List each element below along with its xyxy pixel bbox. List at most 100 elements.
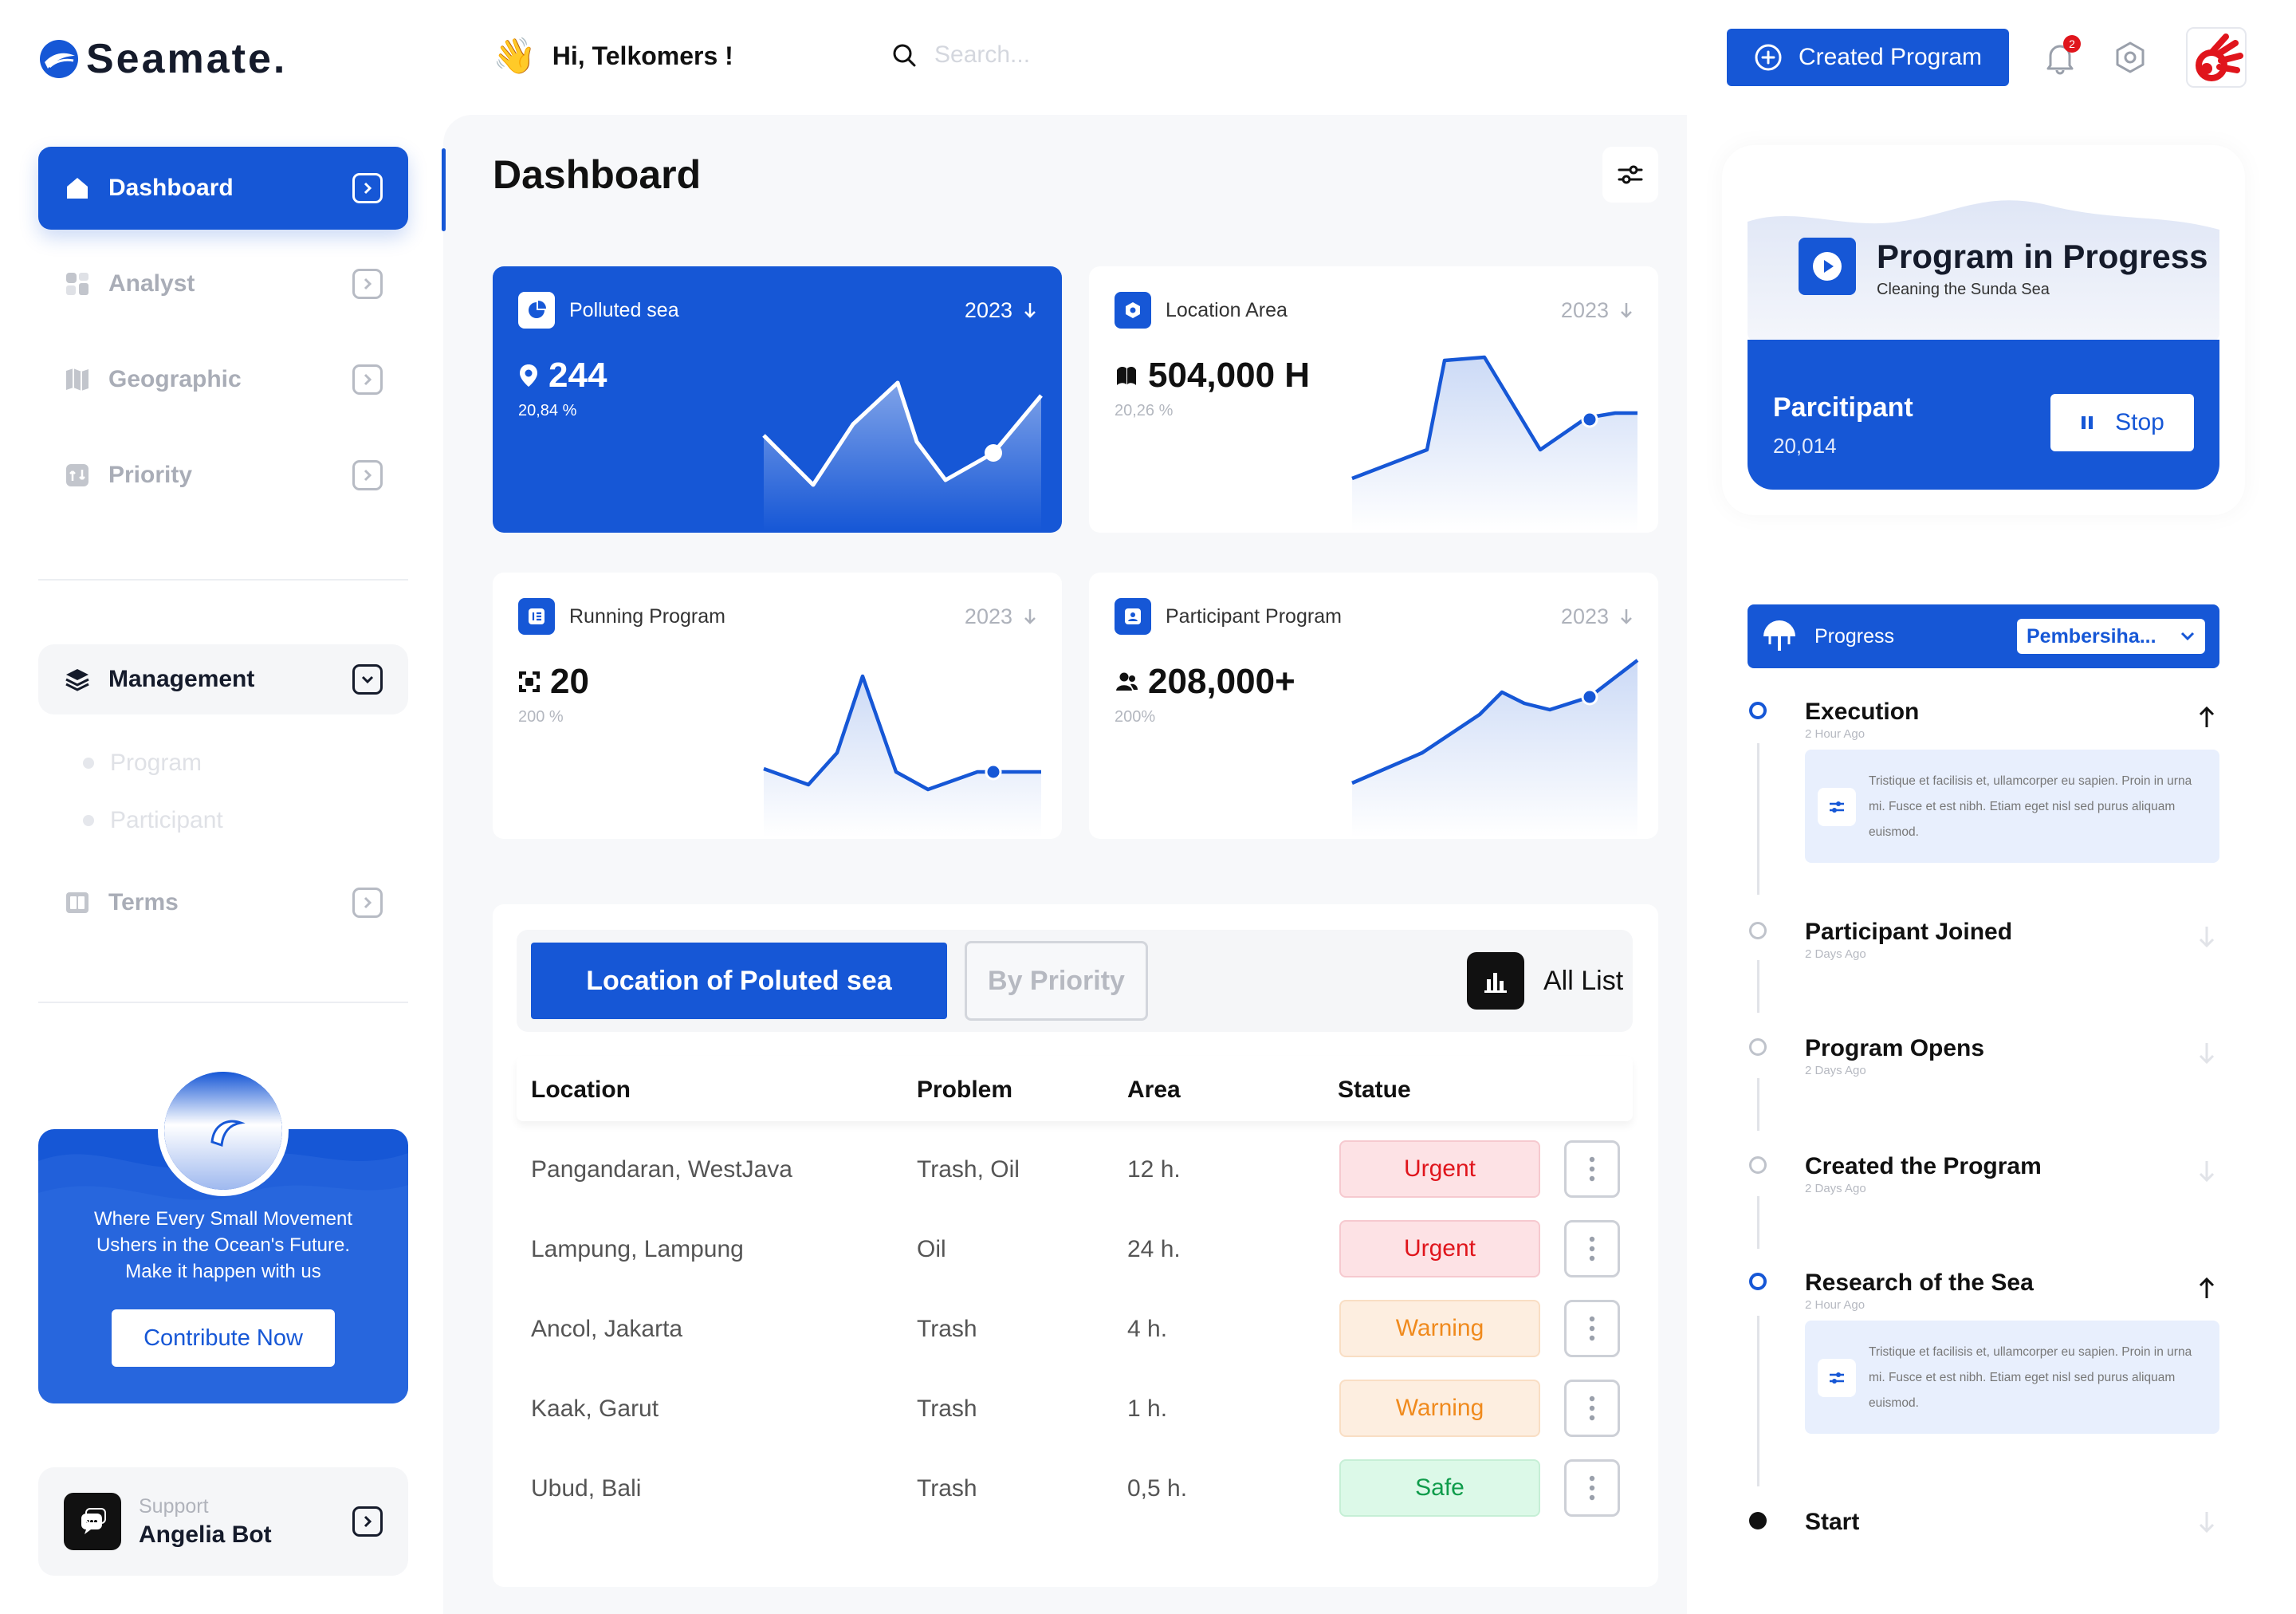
status-badge: Urgent <box>1339 1140 1540 1198</box>
stat-card-polluted-sea[interactable]: Polluted sea 2023 244 20,84 % <box>493 266 1062 533</box>
participant-value: 20,014 <box>1773 434 1837 458</box>
column-header-problem[interactable]: Problem <box>917 1077 1013 1103</box>
year-select[interactable]: 2023 <box>965 298 1036 323</box>
location-pin-icon <box>520 364 537 387</box>
timeline-step-title: Created the Program <box>1805 1153 2042 1179</box>
sidebar-item-priority[interactable]: Priority <box>38 434 408 517</box>
stat-card-location-area[interactable]: Location Area 2023 504,000 H 20,26 % <box>1089 266 1658 533</box>
year-select[interactable]: 2023 <box>965 604 1036 629</box>
play-icon <box>1813 252 1842 281</box>
home-icon <box>67 178 88 199</box>
card-value-text: 244 <box>548 356 607 395</box>
sidebar-item-geographic[interactable]: Geographic <box>38 338 408 421</box>
bullet-icon <box>83 815 94 826</box>
timeline-note: Tristique et facilisis et, ullamcorper e… <box>1805 1321 2219 1434</box>
cell-location: Pangandaran, WestJava <box>531 1156 792 1183</box>
chevron-right-icon <box>352 460 383 490</box>
sidebar-subitem-program[interactable]: Program <box>83 750 202 777</box>
column-header-location[interactable]: Location <box>531 1077 631 1103</box>
cell-location: Kaak, Garut <box>531 1396 659 1422</box>
stat-card-participant-program[interactable]: Participant Program 2023 208,000+ 200% <box>1089 573 1658 839</box>
sidebar-item-analyst[interactable]: Analyst <box>38 242 408 325</box>
card-year: 2023 <box>964 604 1012 628</box>
arrow-down-icon[interactable] <box>2197 1510 2216 1534</box>
sidebar-item-management[interactable]: Management <box>38 644 408 714</box>
card-percent: 200% <box>1115 708 1156 726</box>
settings-button[interactable] <box>2114 40 2146 75</box>
cell-problem: Trash <box>917 1475 977 1502</box>
timeline-dot <box>1749 1038 1767 1056</box>
sliders-icon <box>1618 165 1643 184</box>
all-list-button[interactable]: All List <box>1467 952 1623 1010</box>
table-header <box>517 1056 1633 1121</box>
timeline-dot <box>1749 1273 1767 1290</box>
column-header-area[interactable]: Area <box>1127 1077 1181 1103</box>
contribute-now-button[interactable]: Contribute Now <box>112 1309 335 1367</box>
card-year: 2023 <box>1560 297 1609 322</box>
stat-card-running-program[interactable]: Running Program 2023 20 200 % <box>493 573 1062 839</box>
timeline-step-time: 2 Days Ago <box>1805 1182 1866 1195</box>
timeline-note: Tristique et facilisis et, ullamcorper e… <box>1805 750 2219 863</box>
map-area-icon <box>1117 366 1136 385</box>
arrow-down-icon[interactable] <box>2197 1159 2216 1183</box>
pie-chart-icon <box>518 292 555 329</box>
program-select[interactable]: Pembersiha... <box>2017 619 2205 654</box>
create-program-label: Created Program <box>1798 44 1983 70</box>
year-select[interactable]: 2023 <box>1561 604 1633 629</box>
arrow-down-icon[interactable] <box>2197 1041 2216 1065</box>
chevron-right-icon <box>352 1506 383 1537</box>
column-header-status[interactable]: Statue <box>1338 1077 1411 1103</box>
filter-button[interactable] <box>1602 147 1658 203</box>
arrow-down-icon[interactable] <box>2197 925 2216 949</box>
sidebar-item-dashboard[interactable]: Dashboard <box>38 147 408 230</box>
cell-location: Ubud, Bali <box>531 1475 642 1502</box>
notification-button[interactable]: 2 <box>2044 35 2081 75</box>
wave-logo-icon <box>164 1072 282 1190</box>
tab-location-of-polluted-sea[interactable]: Location of Poluted sea <box>531 943 947 1019</box>
brand-logo[interactable]: Seamate. <box>38 35 287 83</box>
cell-area: 0,5 h. <box>1127 1475 1188 1502</box>
cell-area: 12 h. <box>1127 1156 1181 1183</box>
arrow-up-icon[interactable] <box>2197 1276 2216 1300</box>
search-bar[interactable] <box>891 41 1237 69</box>
search-input[interactable] <box>934 41 1237 69</box>
timeline-line <box>1757 743 1759 895</box>
row-menu-button[interactable] <box>1564 1300 1620 1357</box>
user-avatar[interactable] <box>2186 27 2247 88</box>
timeline-line <box>1757 1316 1759 1486</box>
brand-name: Seamate. <box>86 36 288 82</box>
promo-line: Ushers in the Ocean's Future. <box>96 1234 351 1256</box>
cell-problem: Trash, Oil <box>917 1156 1020 1183</box>
sidebar-item-label: Terms <box>108 889 179 915</box>
promo-emblem <box>158 1065 289 1196</box>
sidebar-item-label: Dashboard <box>108 175 234 201</box>
row-menu-button[interactable] <box>1564 1459 1620 1517</box>
row-menu-button[interactable] <box>1564 1140 1620 1198</box>
plus-circle-icon <box>1755 44 1782 71</box>
timeline-dot <box>1749 922 1767 939</box>
stop-button[interactable]: Stop <box>2050 394 2194 451</box>
sparkline-chart <box>1351 659 1639 837</box>
timeline-line <box>1757 1196 1759 1249</box>
year-select[interactable]: 2023 <box>1561 298 1633 323</box>
row-menu-button[interactable] <box>1564 1220 1620 1277</box>
support-bot[interactable]: Support Angelia Bot <box>38 1467 408 1576</box>
play-button[interactable] <box>1799 238 1856 295</box>
timeline-dot <box>1749 1512 1767 1529</box>
arrow-up-icon[interactable] <box>2197 705 2216 729</box>
sidebar-subitem-participant[interactable]: Participant <box>83 807 223 834</box>
active-indicator <box>442 148 446 231</box>
more-vertical-icon <box>1589 1156 1595 1182</box>
gear-icon <box>2116 41 2145 73</box>
program-select-value: Pembersiha... <box>2027 624 2156 648</box>
timeline-step-title: Execution <box>1805 699 1920 725</box>
card-value-text: 208,000+ <box>1148 662 1295 701</box>
row-menu-button[interactable] <box>1564 1380 1620 1437</box>
create-program-button[interactable]: Created Program <box>1727 29 2009 86</box>
cell-location: Ancol, Jakarta <box>531 1316 683 1342</box>
sidebar-item-terms[interactable]: Terms <box>38 861 408 944</box>
chevron-down-icon <box>352 664 383 695</box>
timeline-line <box>1757 1078 1759 1131</box>
tab-by-priority[interactable]: By Priority <box>965 941 1148 1021</box>
card-percent: 200 % <box>518 708 564 726</box>
